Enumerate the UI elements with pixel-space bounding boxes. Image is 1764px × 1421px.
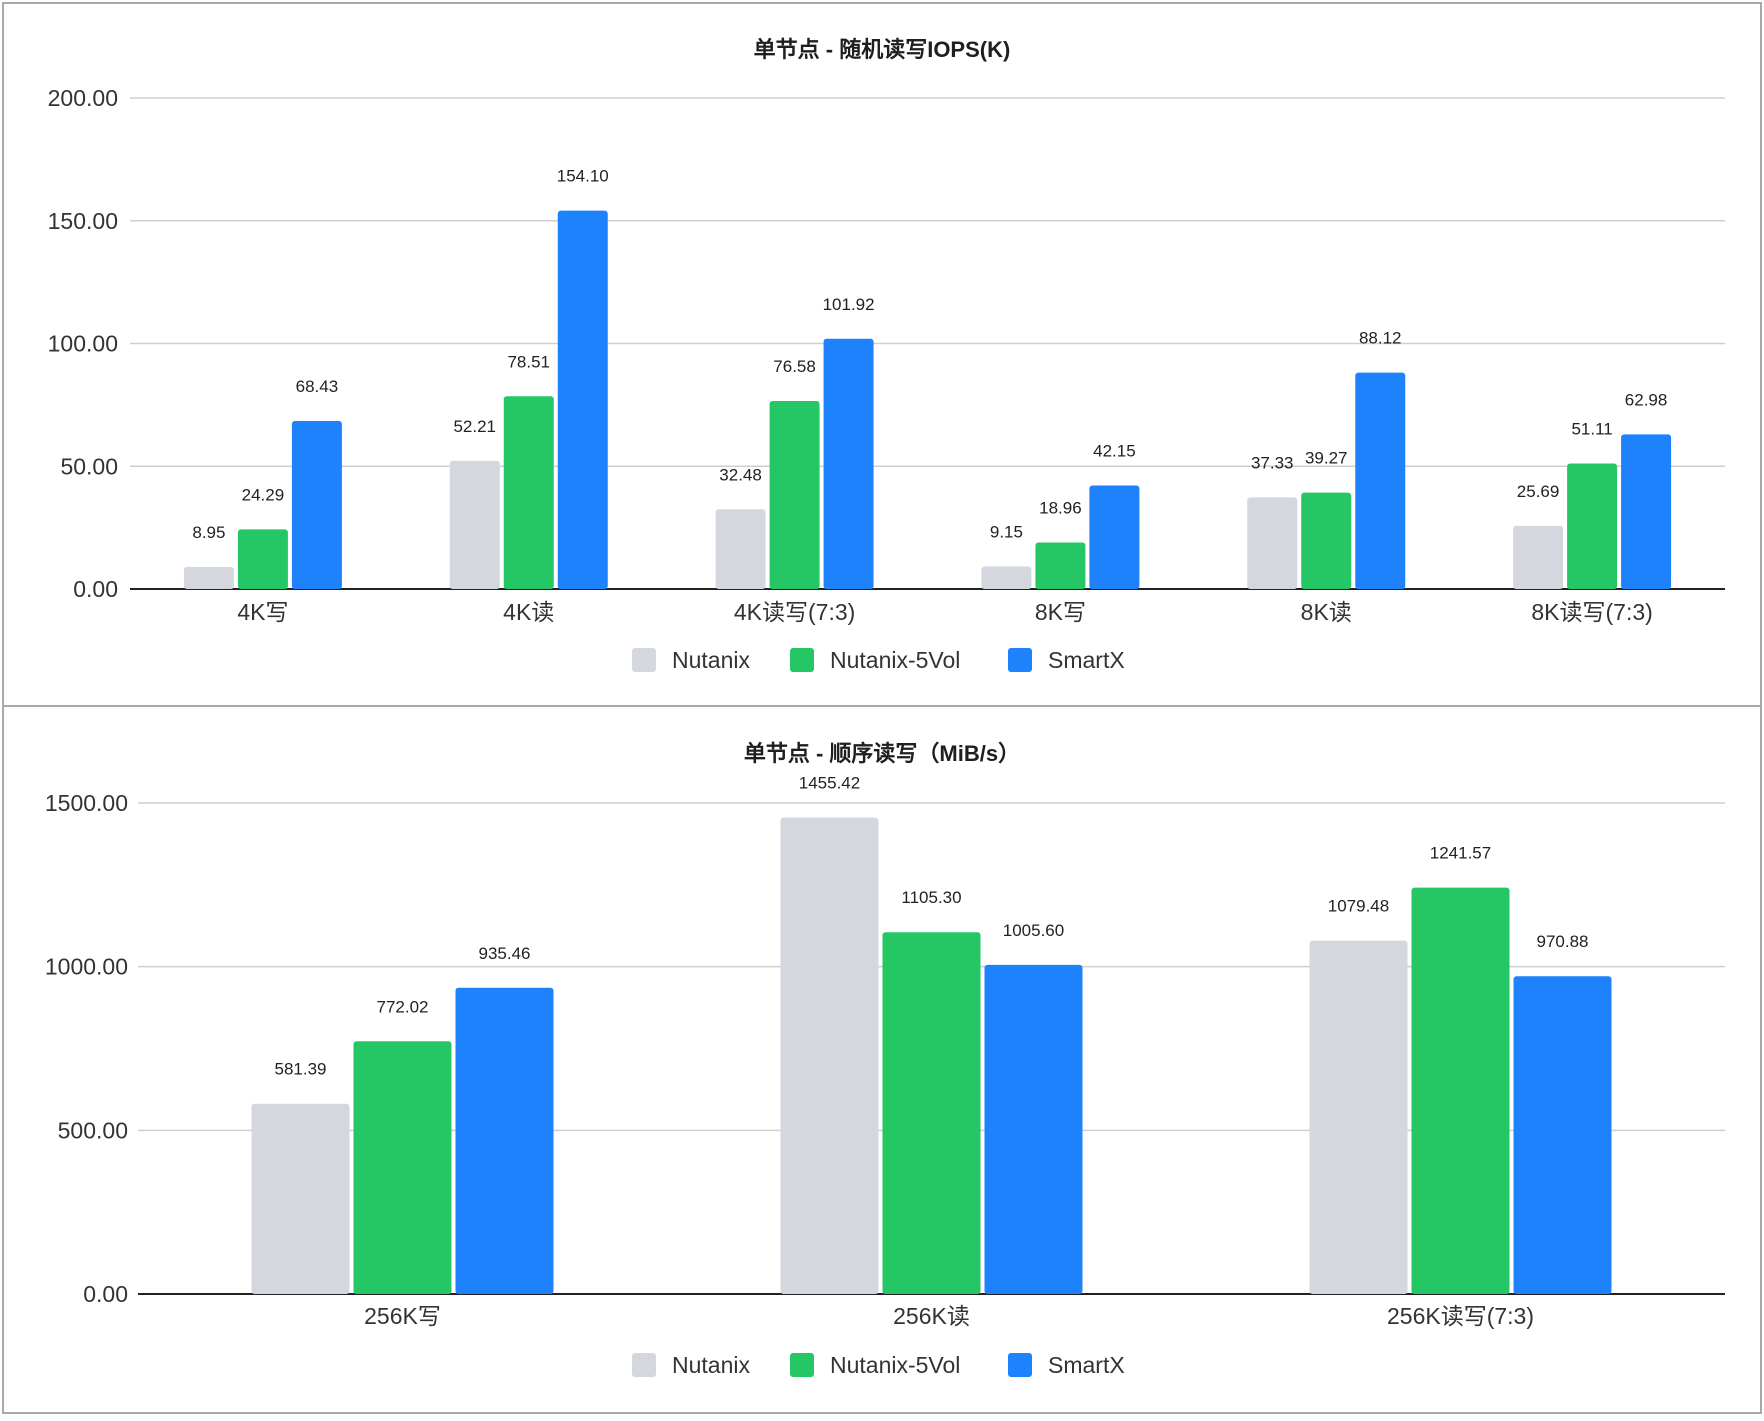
data-label: 37.33 (1251, 453, 1294, 472)
data-label: 18.96 (1039, 498, 1082, 517)
x-tick-label: 4K读 (503, 599, 554, 625)
y-tick-label: 100.00 (48, 331, 118, 357)
data-label: 1105.30 (901, 888, 961, 907)
chart-panel-iops: 单节点 - 随机读写IOPS(K) 0.00 50.00 100.00 150.00 2… (2, 2, 1762, 707)
y-tick-label: 0.00 (83, 1281, 128, 1307)
data-label: 32.48 (719, 465, 762, 484)
bar-smartx (984, 964, 1083, 1294)
chart-title: 单节点 - 随机读写IOPS(K) (754, 37, 1011, 62)
data-label: 24.29 (242, 485, 285, 504)
bar-nutanix-5vol (1301, 492, 1352, 589)
bar-smartx (823, 338, 874, 589)
data-label: 8.95 (192, 523, 225, 542)
bar-nutanix (715, 509, 766, 589)
bar-smartx (291, 421, 342, 589)
bar-nutanix-5vol (237, 529, 288, 589)
data-label: 51.11 (1571, 420, 1612, 439)
bar-nutanix (449, 460, 500, 589)
legend-swatch-nutanix (632, 648, 656, 672)
data-label: 1079.48 (1328, 897, 1389, 916)
data-label: 772.02 (377, 997, 429, 1016)
data-label: 1455.42 (799, 774, 860, 793)
legend-swatch-nutanix-5vol (790, 648, 814, 672)
y-tick-label: 50.00 (60, 453, 118, 479)
legend-label-nutanix-5vol: Nutanix-5Vol (830, 1352, 960, 1378)
bar-nutanix (1513, 525, 1564, 589)
y-tick-label: 1000.00 (45, 954, 128, 980)
legend-label-nutanix: Nutanix (672, 647, 750, 673)
bar-smartx (557, 210, 608, 589)
bar-nutanix (1247, 497, 1298, 589)
legend-label-nutanix: Nutanix (672, 1352, 750, 1378)
data-label: 88.12 (1359, 329, 1402, 348)
data-label: 970.88 (1537, 932, 1589, 951)
bar-smartx (1089, 485, 1140, 589)
x-tick-label: 256K读写(7:3) (1387, 1303, 1534, 1329)
data-label: 52.21 (453, 417, 496, 436)
x-tick-label: 8K读 (1301, 599, 1352, 625)
bar-smartx (1355, 372, 1406, 589)
x-tick-label: 8K读写(7:3) (1531, 599, 1652, 625)
data-label: 25.69 (1517, 482, 1560, 501)
bar-smartx (455, 987, 554, 1294)
bar-nutanix (780, 817, 879, 1294)
legend: Nutanix Nutanix-5Vol SmartX (632, 647, 1125, 673)
data-label: 62.98 (1625, 390, 1668, 409)
data-label: 42.15 (1093, 442, 1136, 461)
data-label: 68.43 (296, 377, 339, 396)
legend-label-nutanix-5vol: Nutanix-5Vol (830, 647, 960, 673)
bar-nutanix-5vol (882, 932, 981, 1294)
bar-nutanix-5vol (1035, 542, 1086, 589)
bar-smartx (1513, 976, 1612, 1294)
bar-smartx (1621, 434, 1672, 589)
bar-nutanix (981, 566, 1032, 589)
bar-nutanix (251, 1103, 350, 1294)
data-label: 76.58 (773, 357, 816, 376)
bar-nutanix-5vol (503, 396, 554, 589)
x-tick-label: 4K读写(7:3) (734, 599, 855, 625)
data-label: 581.39 (275, 1060, 327, 1079)
bar-nutanix (183, 567, 234, 589)
data-label: 154.10 (557, 167, 609, 186)
bar-nutanix (1309, 940, 1408, 1294)
data-label: 39.27 (1305, 449, 1348, 468)
legend-swatch-smartx (1008, 648, 1032, 672)
x-tick-label: 8K写 (1035, 599, 1086, 625)
legend-swatch-nutanix-5vol (790, 1353, 814, 1377)
chart-title: 单节点 - 顺序读写（MiB/s） (744, 741, 1020, 766)
bar-nutanix-5vol (1411, 887, 1510, 1294)
y-tick-label: 500.00 (58, 1117, 128, 1143)
legend-label-smartx: SmartX (1048, 647, 1125, 673)
chart-panel-throughput: 单节点 - 顺序读写（MiB/s） 0.00 500.00 1000.00 1500.… (2, 705, 1762, 1414)
bar-nutanix-5vol (769, 400, 820, 589)
data-label: 1241.57 (1430, 844, 1491, 863)
data-label: 101.92 (823, 295, 875, 314)
data-label: 78.51 (507, 352, 550, 371)
y-tick-label: 150.00 (48, 208, 118, 234)
legend: Nutanix Nutanix-5Vol SmartX (632, 1352, 1125, 1378)
y-tick-label: 200.00 (48, 85, 118, 111)
legend-swatch-smartx (1008, 1353, 1032, 1377)
y-tick-label: 0.00 (73, 576, 118, 602)
bar-nutanix-5vol (1567, 463, 1618, 589)
data-label: 1005.60 (1003, 921, 1064, 940)
data-label: 9.15 (990, 523, 1023, 542)
y-tick-label: 1500.00 (45, 790, 128, 816)
x-tick-label: 4K写 (237, 599, 288, 625)
x-tick-label: 256K写 (364, 1303, 441, 1329)
x-tick-label: 256K读 (893, 1303, 970, 1329)
panel-border (2, 705, 1762, 1414)
data-label: 935.46 (479, 944, 531, 963)
bar-nutanix-5vol (353, 1041, 452, 1294)
legend-swatch-nutanix (632, 1353, 656, 1377)
legend-label-smartx: SmartX (1048, 1352, 1125, 1378)
